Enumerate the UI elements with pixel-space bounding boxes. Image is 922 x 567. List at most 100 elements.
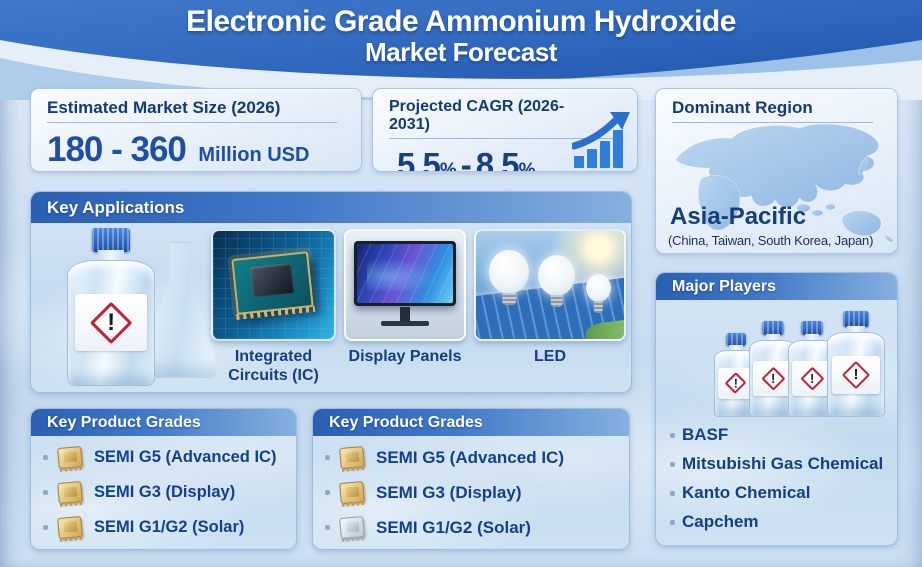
product-grades-list: SEMI G5 (Advanced IC) SEMI G3 (Display) … [313,436,629,541]
hazard-exclamation: ! [734,376,738,391]
market-size-unit: Million USD [198,144,310,166]
bottle-label: ! [717,368,755,399]
bullet-dot [325,455,330,460]
gold-chip-icon [336,480,368,506]
chip-die [63,451,78,463]
bottle-cap [91,228,131,252]
grade-label: SEMI G1/G2 (Solar) [376,517,531,537]
hazard-diamond-icon: ! [761,366,785,391]
hazard-diamond-icon: ! [89,301,133,345]
led-bulbs-photo-tile [474,229,626,341]
bullet-dot [325,490,330,495]
hazard-diamond-icon: ! [724,372,748,395]
hazard-diamond-icon: ! [800,366,824,391]
banner-titles: Electronic Grade Ammonium Hydroxide Mark… [0,5,922,66]
hazard-exclamation: ! [770,371,776,387]
player-label: Kanto Chemical [682,483,811,502]
hazard-exclamation: ! [853,366,859,384]
led-bulb-icon [489,250,530,295]
bottle-neck [804,334,820,342]
list-item: BASF [670,421,891,449]
bullet-dot [670,432,675,438]
list-item: Capchem [670,508,891,536]
page-title: Electronic Grade Ammonium Hydroxide [186,5,736,38]
application-label-ic: Integrated Circuits (IC) [228,348,319,384]
monitor-base [381,320,429,327]
chemical-bottles-row-icon: ! ! ! ! [692,307,885,417]
cagr-label: Projected CAGR (2026-2031) [389,98,613,139]
list-item: Kanto Chemical [670,479,891,507]
bullet-dot [43,490,48,495]
grade-label: SEMI G5 (Advanced IC) [376,447,564,467]
grade-label: SEMI G3 (Display) [94,483,236,501]
player-label: BASF [682,425,729,444]
list-item: SEMI G1/G2 (Solar) [325,514,629,541]
gold-chip-icon [336,445,368,471]
bullet-dot [670,461,675,467]
product-grades-header: Key Product Grades [31,409,296,436]
chip-die [345,451,360,463]
market-size-card: Estimated Market Size (2026) 180 - 360 M… [30,88,362,172]
application-item-led: LED [474,229,626,367]
product-grades-header: Key Product Grades [313,409,629,436]
list-item: SEMI G3 (Display) [43,479,296,506]
bottle-neck [847,325,865,334]
gold-chip-icon [54,480,86,506]
monitor-screen [357,243,453,303]
list-item: SEMI G3 (Display) [325,479,629,506]
product-grades-panel-left: Key Product Grades SEMI G5 (Advanced IC)… [30,408,297,550]
product-grades-list: SEMI G5 (Advanced IC) SEMI G3 (Display) … [31,436,296,541]
cagr-high: 8.5 [475,146,520,172]
market-size-label: Estimated Market Size (2026) [47,98,337,123]
monitor-icon [354,240,456,306]
header-banner: Electronic Grade Ammonium Hydroxide Mark… [0,0,922,100]
led-bulb-icon [538,254,576,296]
bottle-cap [843,311,869,327]
range-separator: - [460,146,472,172]
microchip-icon [230,250,314,315]
asia-pacific-map-icon [675,123,894,243]
bottle-neck [729,344,743,351]
bottle-cap [801,321,823,336]
major-players-header: Major Players [656,273,897,300]
chemical-bottle-icon: ! [67,228,155,386]
dominant-region-card: Dominant Region Asia-Pacific (China, Tai… [655,88,898,254]
gold-chip-icon [54,515,86,541]
bottle-label: ! [74,294,148,352]
gold-chip-icon [54,445,86,471]
chip-die [63,521,78,533]
major-players-list: BASF Mitsubishi Gas Chemical Kanto Chemi… [670,421,891,537]
chemical-bottle-icon: ! [827,311,885,417]
monitor-stand [400,306,410,321]
application-label-led: LED [534,348,566,365]
bottle-cap [726,333,746,346]
grade-label: SEMI G5 (Advanced IC) [94,448,277,466]
market-size-range: 180 - 360 [47,130,187,169]
bottle-label: ! [832,355,880,394]
list-item: Mitsubishi Gas Chemical [670,450,891,478]
bottle-cap [762,321,784,336]
application-label-display: Display Panels [348,348,462,365]
list-item: SEMI G5 (Advanced IC) [325,444,629,471]
bottle-neck [765,334,781,342]
hazard-exclamation: ! [107,308,115,336]
chip-die [249,263,294,297]
grade-label: SEMI G1/G2 (Solar) [94,518,245,536]
market-size-value: 180 - 360 Million USD [47,130,361,170]
page-subtitle: Market Forecast [365,37,557,67]
percent-sign: % [518,160,536,172]
silver-chip-icon [336,515,368,541]
dominant-region-countries: (China, Taiwan, South Korea, Japan) [668,233,874,248]
bullet-dot [43,525,48,530]
player-label: Mitsubishi Gas Chemical [682,454,884,473]
application-item-display: Display Panels [344,229,466,367]
bullet-dot [670,519,675,525]
chip-die [345,486,360,498]
key-applications-panel: Key Applications ! Integrated Circuits (… [30,191,632,393]
chip-die [63,486,78,498]
led-bulb-icon [585,274,611,303]
cagr-low: 5.5 [397,146,441,172]
major-players-panel: Major Players ! ! ! ! BASF [655,272,898,546]
cagr-value: 5.5% -8.5% [397,146,637,172]
